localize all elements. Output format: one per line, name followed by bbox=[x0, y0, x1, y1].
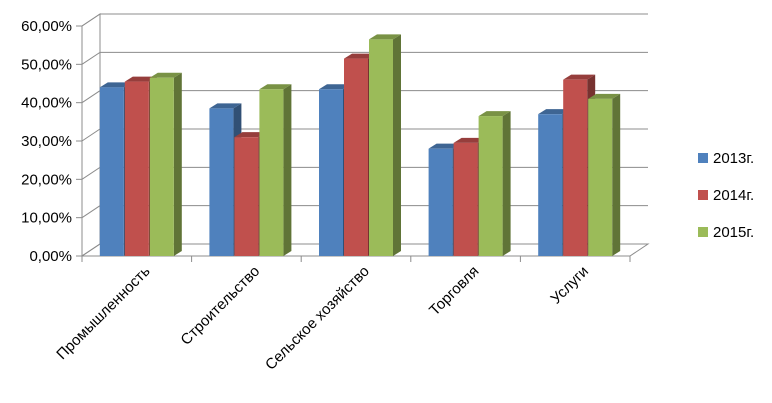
bar-front bbox=[344, 58, 368, 257]
bar-front bbox=[149, 77, 174, 256]
y-tick-label: 40,00% bbox=[21, 95, 72, 112]
bar-front bbox=[428, 148, 453, 256]
bar-top bbox=[319, 84, 351, 90]
bar bbox=[369, 34, 401, 256]
bar-front bbox=[453, 142, 478, 256]
legend-label: 2015г. bbox=[713, 224, 754, 241]
bar-front bbox=[369, 39, 393, 256]
bar-side bbox=[283, 84, 292, 256]
y-tick-label: 0,00% bbox=[29, 248, 72, 265]
bar-top bbox=[209, 103, 242, 109]
category-label: Торговля bbox=[426, 263, 482, 319]
bar-top bbox=[588, 93, 621, 99]
bar-front bbox=[259, 89, 284, 256]
bar bbox=[478, 111, 511, 256]
category-label: Сельское хозяйство bbox=[262, 263, 373, 374]
bar-top bbox=[149, 72, 182, 78]
axes bbox=[76, 25, 631, 262]
legend-swatch bbox=[698, 153, 708, 163]
y-tick-label: 20,00% bbox=[21, 171, 72, 188]
bar-front bbox=[124, 81, 149, 256]
y-tick-label: 30,00% bbox=[21, 133, 72, 150]
bar-front bbox=[538, 114, 563, 257]
bar-top bbox=[124, 76, 157, 82]
legend-swatch bbox=[698, 227, 708, 237]
bar-top bbox=[99, 82, 132, 88]
legend: 2013г. 2014г. 2015г. bbox=[698, 150, 754, 241]
bar-front bbox=[99, 87, 124, 256]
y-tick-label: 50,00% bbox=[21, 56, 72, 73]
y-tick-label: 60,00% bbox=[21, 18, 72, 35]
bar-front bbox=[209, 108, 234, 257]
bar-top bbox=[344, 53, 376, 59]
bar-top bbox=[259, 84, 292, 90]
bar-side bbox=[393, 34, 401, 256]
bar bbox=[588, 93, 621, 256]
bar-side bbox=[612, 93, 621, 256]
bar-top bbox=[563, 74, 596, 80]
category-label: Строительство bbox=[177, 263, 263, 349]
bar-top bbox=[478, 111, 511, 117]
category-label: Услуги bbox=[547, 263, 592, 308]
bar-top bbox=[428, 143, 461, 149]
legend-label: 2014г. bbox=[713, 187, 754, 204]
bar-top bbox=[538, 109, 571, 115]
gridline bbox=[81, 51, 648, 65]
bar-top bbox=[234, 132, 267, 138]
bar-top bbox=[369, 34, 401, 40]
bar-front bbox=[588, 98, 613, 256]
bar bbox=[149, 72, 182, 256]
bar-front bbox=[234, 137, 259, 256]
y-tick-label: 10,00% bbox=[21, 210, 72, 227]
bar bbox=[259, 84, 292, 256]
bar-top bbox=[453, 137, 486, 143]
bar-side bbox=[502, 111, 511, 256]
gridline bbox=[81, 13, 648, 27]
legend-swatch bbox=[698, 190, 708, 200]
bar-front bbox=[563, 79, 588, 257]
bar-front bbox=[319, 89, 343, 256]
bar-side bbox=[173, 72, 182, 256]
category-label: Промышленность bbox=[53, 263, 153, 363]
y-tick-labels: 0,00% 10,00% 20,00% 30,00% 40,00% 50,00% 60,00… bbox=[21, 18, 72, 265]
bars bbox=[99, 34, 621, 257]
bar-front bbox=[478, 116, 503, 256]
legend-label: 2013г. bbox=[713, 150, 754, 167]
